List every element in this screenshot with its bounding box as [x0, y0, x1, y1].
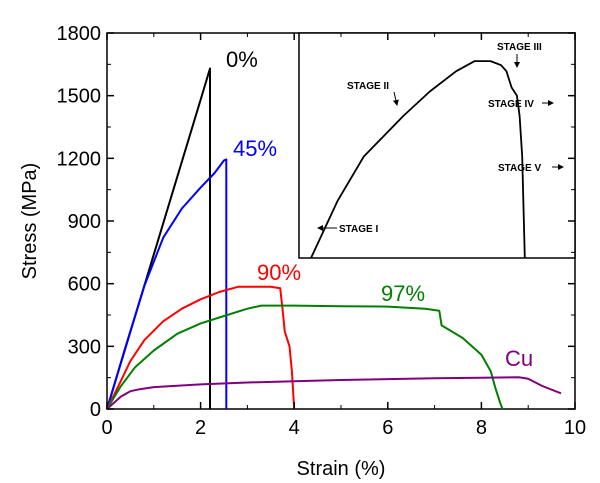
x-tick-label: 4: [289, 417, 300, 439]
y-tick-label: 900: [68, 211, 101, 233]
series-line-1: [106, 158, 228, 410]
inset-frame: [298, 32, 576, 259]
series-label-2: 90%: [257, 260, 301, 285]
x-tick-label: 8: [476, 417, 487, 439]
x-tick-label: 6: [382, 417, 393, 439]
series-label-1: 45%: [233, 136, 277, 161]
y-axis-title: Stress (MPa): [19, 163, 41, 280]
series-line-2: [106, 285, 296, 410]
inset-annotation-1: STAGE II: [347, 81, 389, 92]
series-line-4: [106, 376, 562, 410]
inset-annotation-0: STAGE I: [339, 224, 378, 235]
y-tick-label: 0: [90, 399, 101, 421]
inset-annotation-4: STAGE V: [498, 163, 541, 174]
y-tick-label: 600: [68, 274, 101, 296]
series-line-3: [106, 304, 504, 410]
y-tick-label: 300: [68, 336, 101, 358]
x-tick-label: 0: [101, 417, 112, 439]
x-tick-label: 10: [564, 417, 586, 439]
series-lines: 0% 45% 90% 97% Cu: [106, 47, 562, 410]
y-tick-label: 1500: [57, 86, 102, 108]
x-axis-title: Strain (%): [297, 458, 386, 480]
inset-curve: [310, 60, 526, 259]
axis-ticks: 0 2 4 6 8 10 0 300 600 900 1200 1500 1800: [57, 23, 587, 439]
series-label-4: Cu: [505, 346, 533, 371]
inset-annotation-3: STAGE IV: [488, 99, 534, 110]
inset-plot: STAGE I STAGE II STAGE III STAGE IV STAGE V: [298, 32, 576, 259]
x-tick-label: 2: [195, 417, 206, 439]
y-tick-label: 1200: [57, 148, 102, 170]
series-label-0: 0%: [226, 47, 258, 72]
inset-annotation-2: STAGE III: [497, 42, 542, 53]
inset-arrow-1: [392, 91, 399, 106]
y-tick-label: 1800: [57, 23, 102, 45]
series-label-3: 97%: [381, 281, 425, 306]
